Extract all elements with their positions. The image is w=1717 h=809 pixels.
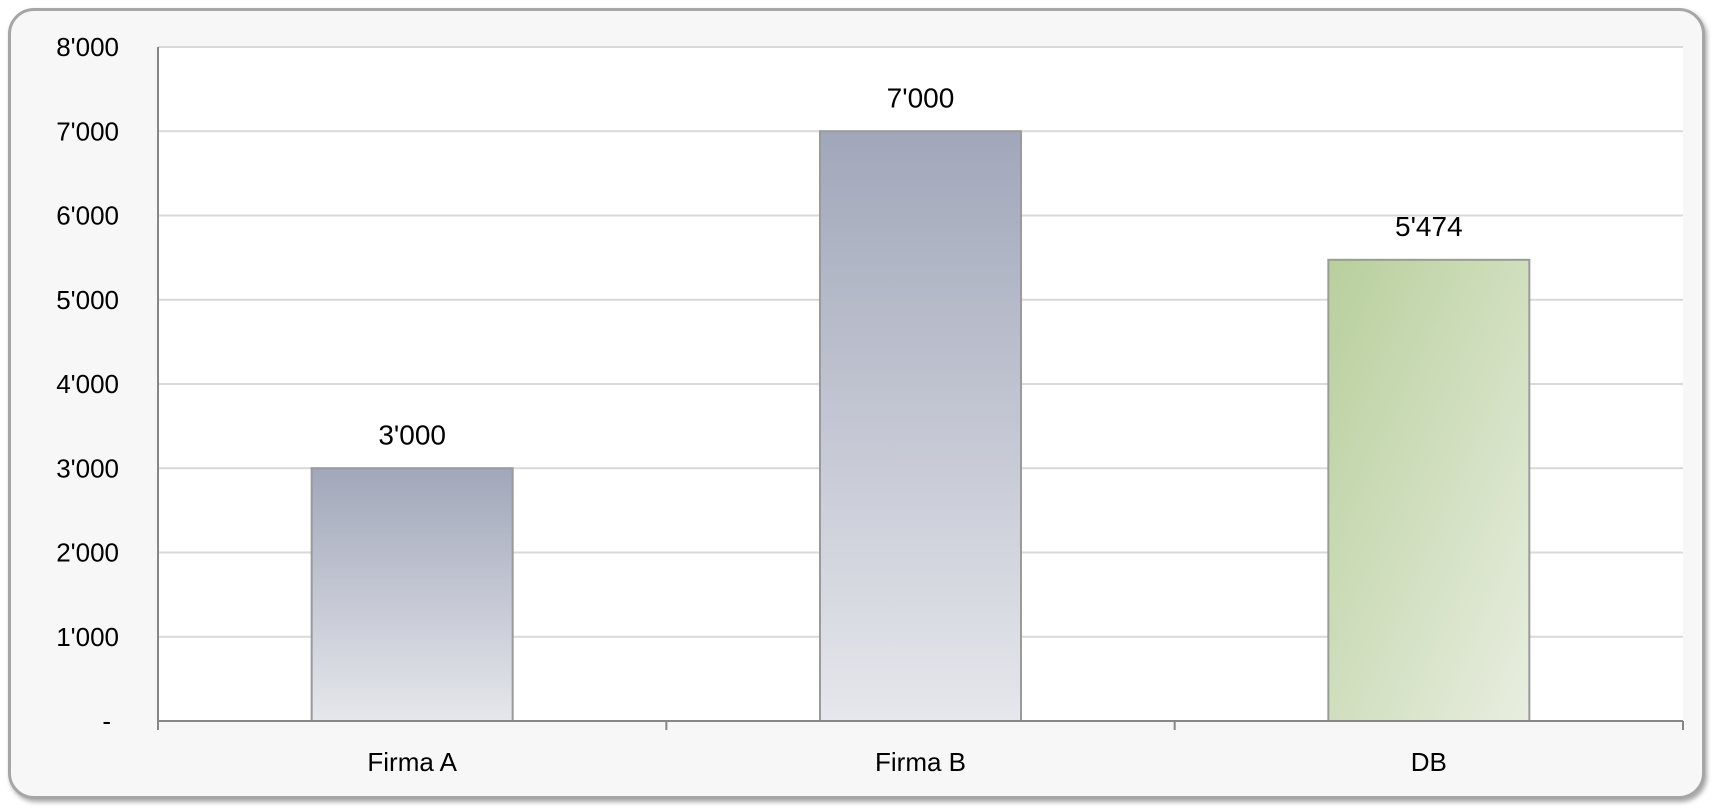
data-label: 3'000 (378, 419, 446, 450)
bar-firma-a (310, 467, 514, 722)
y-tick-label: 5'000 (56, 285, 119, 315)
y-tick-label: 2'000 (56, 538, 119, 568)
bars (310, 130, 1531, 723)
x-category-label: DB (1411, 747, 1447, 777)
bar-firma-b (819, 130, 1022, 722)
bar-db (1327, 258, 1531, 723)
y-tick-label: 1'000 (56, 622, 119, 652)
x-category-label: Firma B (875, 747, 966, 777)
axes (157, 47, 1684, 730)
data-label: 7'000 (887, 82, 955, 113)
y-tick-label: 6'000 (56, 201, 119, 231)
bar-chart: - 1'000 2'000 3'000 4'000 5'000 6'000 7'000 8'00… (56, 32, 1684, 777)
chart-frame: - 1'000 2'000 3'000 4'000 5'000 6'000 7'000 8'00… (8, 8, 1705, 799)
y-tick-label: 8'000 (56, 32, 119, 62)
y-tick-label: 3'000 (56, 453, 119, 483)
y-tick-label: - (102, 706, 111, 736)
x-axis-category-labels: Firma A Firma B DB (367, 747, 1447, 777)
data-labels: 3'000 7'000 5'474 (378, 82, 1462, 450)
y-tick-label: 4'000 (56, 369, 119, 399)
y-tick-label: 7'000 (56, 116, 119, 146)
y-axis-tick-labels: - 1'000 2'000 3'000 4'000 5'000 6'000 7'000 8'00… (56, 32, 119, 736)
x-category-label: Firma A (367, 747, 457, 777)
data-label: 5'474 (1395, 211, 1463, 242)
